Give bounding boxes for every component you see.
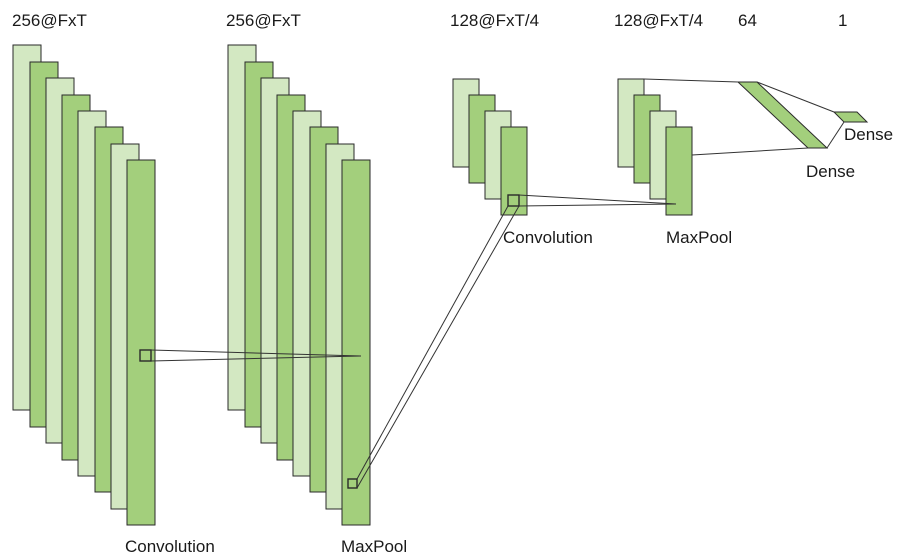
connector-line	[691, 147, 809, 156]
feature-map	[665, 126, 693, 216]
header-label: 64	[738, 11, 757, 30]
feature-map	[341, 159, 371, 526]
header-label: 1	[838, 11, 848, 30]
connector-line	[756, 81, 835, 113]
stage-label: MaxPool	[341, 537, 408, 556]
connector-line	[356, 205, 509, 480]
pool-window	[347, 478, 358, 489]
stage-label: Convolution	[125, 537, 215, 556]
feature-map	[500, 126, 528, 216]
connector-line	[150, 355, 362, 362]
connectors	[150, 78, 845, 489]
stage-label: Dense	[806, 162, 856, 181]
block-4-feature-maps	[617, 78, 693, 216]
stage-label: Convolution	[503, 228, 593, 247]
kernel-window	[507, 194, 520, 207]
stage-label: MaxPool	[666, 228, 733, 247]
feature-map	[126, 159, 156, 526]
connector-line	[356, 205, 520, 489]
header-label: 256@FxT	[12, 11, 87, 30]
stage-label: Dense	[844, 125, 894, 144]
connector-line	[150, 349, 362, 357]
header-label: 128@FxT/4	[614, 11, 704, 30]
connector-line	[826, 121, 845, 149]
header-label: 256@FxT	[226, 11, 301, 30]
block-2-feature-maps	[227, 44, 371, 526]
connector-line	[643, 78, 739, 83]
block-1-feature-maps	[12, 44, 156, 526]
kernel-window	[139, 349, 152, 362]
connector-line	[518, 203, 677, 207]
connector-line	[518, 194, 677, 205]
dense-1	[832, 111, 869, 123]
header-label: 128@FxT/4	[450, 11, 540, 30]
block-3-feature-maps	[452, 78, 528, 216]
